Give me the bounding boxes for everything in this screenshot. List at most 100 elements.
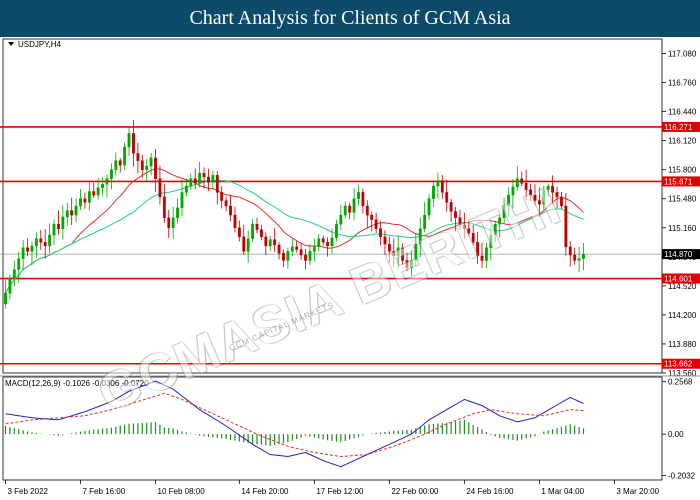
candle — [184, 178, 188, 197]
candle — [507, 187, 510, 218]
candle — [317, 234, 321, 252]
candle — [480, 242, 484, 269]
candles — [4, 119, 585, 309]
price-chart[interactable]: 117.080 116.760 116.440 116.120 115.800 115.4… — [0, 37, 700, 500]
candle — [211, 170, 215, 190]
candle — [498, 214, 502, 238]
candle — [79, 189, 82, 211]
candle — [401, 243, 405, 265]
current-price-label: 114.870 — [664, 250, 693, 259]
candle — [352, 188, 356, 221]
candle — [467, 222, 471, 237]
candle — [343, 201, 347, 219]
candle — [171, 206, 175, 240]
price-tick-label: 113.560 — [668, 369, 697, 378]
candle — [321, 235, 325, 246]
candle — [454, 206, 457, 231]
candle — [410, 249, 413, 276]
candle — [502, 197, 506, 224]
price-tick-label: 117.080 — [668, 50, 697, 59]
candle — [339, 204, 343, 230]
candle — [392, 238, 396, 267]
candle — [440, 174, 444, 199]
signal-line — [5, 392, 584, 458]
candle — [57, 210, 60, 235]
candle — [96, 177, 100, 200]
candle — [198, 161, 202, 188]
candle — [193, 168, 197, 190]
candle — [286, 247, 290, 269]
candle — [101, 176, 104, 196]
candle — [396, 236, 400, 269]
candle — [132, 119, 135, 167]
candle — [542, 185, 546, 210]
candle — [568, 241, 572, 267]
main-pane: 117.080 116.760 116.440 116.120 115.800 115.4… — [0, 38, 700, 378]
macd-lines — [5, 380, 584, 468]
candle — [290, 237, 294, 256]
candle — [533, 184, 537, 206]
price-tick-label: 115.160 — [668, 224, 697, 233]
candle — [176, 198, 179, 224]
candle — [423, 202, 427, 233]
candle — [418, 217, 422, 258]
candle — [405, 251, 409, 272]
candle — [299, 242, 303, 260]
candle — [180, 179, 184, 217]
macd-axis: 0.2568 0.00 -0.2032 — [662, 378, 696, 481]
candle — [551, 175, 555, 204]
candle — [158, 165, 162, 205]
candle — [189, 173, 193, 191]
candle — [70, 197, 74, 225]
price-tick-label: 114.200 — [668, 311, 697, 320]
candle — [273, 228, 277, 252]
price-tick-label: 113.880 — [668, 340, 697, 349]
level-tag-label: 116.271 — [664, 123, 693, 132]
current-price-tag — [662, 249, 700, 260]
candle — [546, 183, 550, 198]
candle — [43, 229, 47, 259]
price-tick-label: 115.800 — [668, 166, 697, 175]
candle — [220, 186, 224, 209]
candle — [374, 212, 378, 233]
candle — [242, 224, 246, 255]
moving-averages — [5, 168, 584, 294]
candle — [83, 192, 87, 209]
candle — [445, 179, 449, 212]
candle — [462, 212, 466, 239]
candle — [449, 198, 453, 222]
candle — [149, 152, 153, 176]
symbol-timeframe-label: USDJPY,H4 — [18, 40, 62, 49]
price-tags: 116.271 115.671 114.601 113.662 114.870 — [662, 121, 700, 369]
candle — [555, 186, 559, 209]
candle — [582, 242, 585, 271]
level-tag-label: 115.671 — [664, 177, 693, 186]
candle — [330, 228, 334, 254]
candle — [92, 182, 96, 198]
time-tick-label: 22 Feb 00:00 — [391, 487, 439, 496]
candle — [387, 236, 391, 263]
candle — [127, 126, 131, 157]
candle — [224, 196, 228, 212]
macd-tick-label: 0.00 — [668, 430, 684, 439]
candle — [529, 184, 532, 202]
candle — [564, 193, 568, 256]
candle — [154, 148, 157, 192]
candle — [348, 202, 352, 220]
candle — [246, 230, 250, 263]
candle — [365, 200, 369, 228]
candle — [485, 242, 488, 269]
candle — [304, 248, 307, 270]
candle — [87, 180, 91, 211]
price-tick-label: 116.120 — [668, 137, 697, 146]
candle — [61, 205, 65, 240]
candle — [511, 179, 515, 209]
level-tag — [662, 176, 700, 187]
candle — [520, 171, 524, 187]
candle — [489, 225, 493, 261]
candle — [105, 174, 109, 198]
symbol-label: USDJPY,H4 — [8, 40, 62, 49]
candle — [312, 238, 316, 262]
candle — [427, 194, 431, 220]
candle — [123, 142, 127, 171]
